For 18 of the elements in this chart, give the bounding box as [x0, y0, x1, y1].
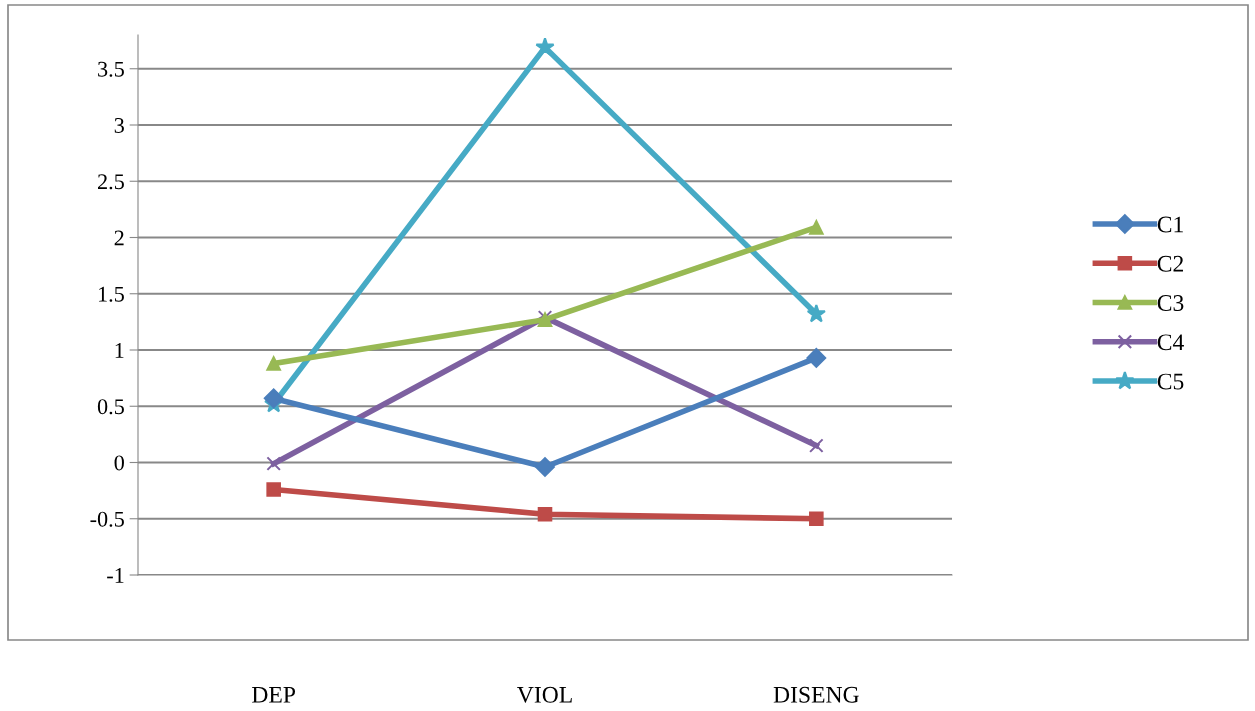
y-tick-label: -1	[107, 568, 124, 583]
x-tick-label: DEP	[252, 687, 296, 703]
y-tick-label: 0	[114, 455, 124, 471]
legend-label: C3	[1157, 295, 1184, 311]
y-tick-label: 2	[114, 230, 124, 246]
legend-label: C2	[1157, 255, 1183, 272]
y-tick-label: 1.5	[98, 286, 124, 302]
legend-label: C5	[1157, 373, 1184, 390]
y-tick-label: -0.5	[90, 511, 124, 527]
legend-label: C1	[1157, 216, 1183, 233]
y-tick-label: 2.5	[98, 174, 124, 190]
y-tick-label: 1	[115, 343, 124, 358]
y-tick-label: 3	[114, 117, 124, 133]
y-tick-label: 3.5	[98, 61, 124, 77]
x-tick-label: VIOL	[517, 686, 572, 703]
legend-label: C4	[1157, 334, 1184, 351]
x-tick-label: DISENG	[773, 686, 859, 703]
y-tick-label: 0.5	[97, 399, 124, 415]
